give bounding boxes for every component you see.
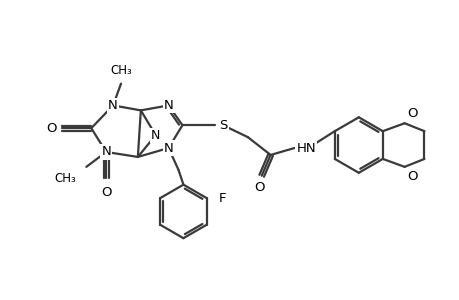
Text: O: O	[101, 186, 111, 199]
Text: O: O	[407, 107, 417, 120]
Text: N: N	[151, 129, 160, 142]
Text: O: O	[254, 181, 264, 194]
Text: N: N	[163, 99, 173, 112]
Text: N: N	[101, 146, 111, 158]
Text: CH₃: CH₃	[55, 172, 76, 185]
Text: S: S	[218, 119, 227, 132]
Text: O: O	[46, 122, 56, 135]
Text: F: F	[218, 192, 225, 205]
Text: N: N	[163, 142, 173, 154]
Text: HN: HN	[296, 142, 315, 154]
Text: CH₃: CH₃	[110, 64, 132, 77]
Text: O: O	[407, 170, 417, 183]
Text: N: N	[108, 99, 118, 112]
